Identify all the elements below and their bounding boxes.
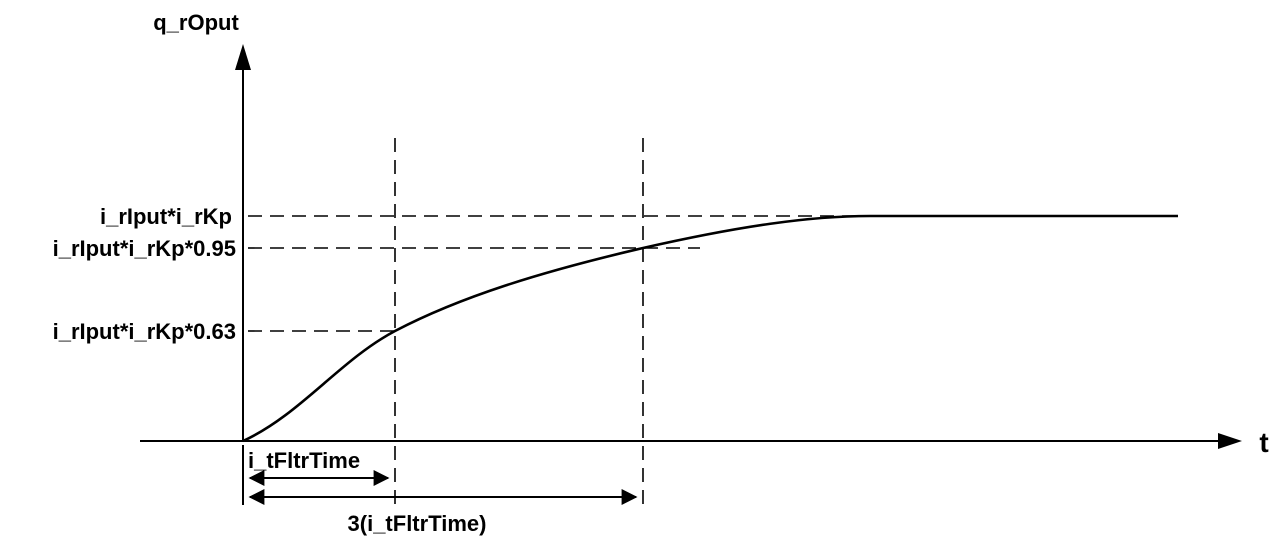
three-tau-label: 3(i_tFltrTime) bbox=[348, 511, 487, 536]
tau-label: i_tFltrTime bbox=[248, 448, 360, 473]
x-axis-label: t bbox=[1259, 427, 1268, 458]
response-curve bbox=[242, 214, 1178, 443]
level-label-95: i_rIput*i_rKp*0.95 bbox=[53, 236, 236, 261]
level-label-63: i_rIput*i_rKp*0.63 bbox=[53, 319, 236, 344]
y-axis-label: q_rOput bbox=[153, 10, 239, 35]
x-axis-arrowhead bbox=[1218, 433, 1242, 449]
y-axis-arrowhead bbox=[235, 44, 251, 70]
level-label-full: i_rIput*i_rKp bbox=[100, 204, 232, 229]
